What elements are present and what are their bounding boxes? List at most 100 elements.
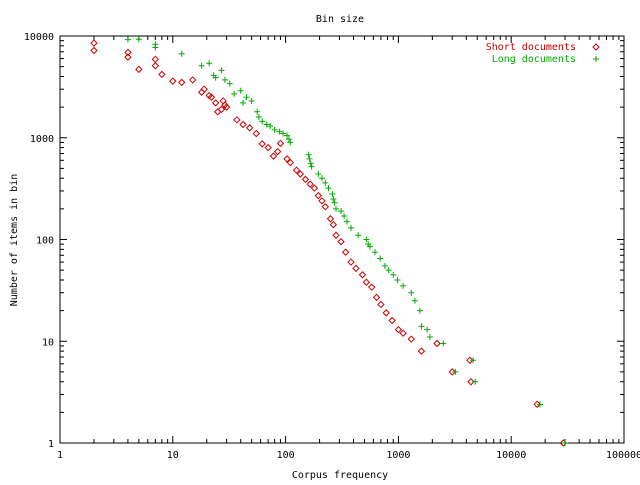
data-point	[276, 128, 283, 135]
data-point	[416, 307, 423, 314]
data-point	[388, 316, 396, 325]
data-point	[433, 339, 441, 348]
data-point	[318, 197, 326, 205]
data-point	[151, 62, 160, 70]
data-point	[239, 120, 247, 129]
data-point	[243, 94, 250, 101]
data-point	[151, 55, 160, 64]
points-layer	[90, 36, 569, 447]
data-point	[287, 139, 294, 146]
data-point	[343, 218, 350, 225]
y-tick-label: 100	[36, 236, 54, 247]
data-point	[308, 163, 315, 170]
data-point	[259, 118, 266, 125]
data-point	[325, 185, 332, 192]
x-tick-label: 10000	[496, 450, 526, 461]
legend-label: Long documents	[492, 54, 576, 65]
data-point	[399, 329, 407, 337]
data-point	[466, 356, 474, 364]
chart-title: Bin size	[316, 14, 364, 25]
data-point	[207, 93, 216, 101]
x-tick-label: 1	[57, 450, 63, 461]
data-point	[333, 205, 340, 212]
data-point	[240, 99, 247, 106]
data-point	[231, 90, 238, 97]
data-point	[124, 36, 131, 43]
data-point	[200, 85, 208, 93]
data-point	[411, 297, 418, 304]
data-point	[329, 191, 336, 198]
data-point	[407, 335, 415, 343]
data-point	[417, 347, 426, 355]
data-point	[254, 108, 261, 115]
data-point	[124, 53, 132, 61]
data-point	[377, 300, 385, 309]
data-point	[252, 129, 261, 138]
data-point	[348, 224, 354, 231]
data-point	[233, 116, 241, 124]
data-point	[337, 238, 345, 246]
data-point	[285, 136, 292, 143]
y-tick-label: 1	[48, 439, 54, 450]
data-point	[198, 62, 205, 69]
data-point	[305, 151, 312, 158]
data-point	[338, 208, 345, 215]
data-point	[331, 199, 338, 206]
x-tick-label: 100	[277, 450, 295, 461]
data-point	[267, 123, 274, 130]
data-point	[382, 309, 390, 317]
data-point	[283, 155, 291, 163]
data-point	[269, 152, 278, 160]
data-point	[371, 249, 378, 256]
data-point	[341, 213, 348, 220]
x-axis-label: Corpus frequency	[292, 470, 388, 480]
data-point	[352, 264, 360, 273]
series-short-documents	[90, 39, 568, 447]
data-point	[306, 180, 314, 188]
data-point	[366, 243, 373, 250]
data-point	[169, 77, 177, 85]
data-point	[271, 126, 278, 133]
data-point	[280, 130, 287, 137]
data-point	[418, 323, 425, 330]
data-point	[381, 262, 388, 269]
data-point	[178, 78, 186, 87]
data-point	[296, 170, 305, 178]
data-point	[330, 196, 337, 203]
data-point	[355, 232, 362, 239]
data-point	[315, 171, 322, 178]
x-tick-label: 100000	[606, 450, 640, 461]
y-tick-label: 10	[42, 337, 54, 348]
data-point	[273, 147, 282, 156]
x-tick-label: 1000	[386, 450, 410, 461]
data-point	[329, 220, 338, 229]
data-point	[90, 46, 98, 55]
data-point	[424, 326, 431, 333]
data-point	[286, 158, 294, 167]
data-point	[467, 378, 475, 386]
data-point	[452, 368, 459, 375]
data-point	[255, 113, 262, 120]
data-point	[222, 103, 231, 111]
data-point	[135, 36, 142, 43]
data-point	[332, 231, 340, 239]
data-point	[226, 80, 233, 87]
data-point	[472, 378, 479, 385]
data-point	[368, 283, 376, 291]
data-point	[124, 48, 132, 57]
data-point	[152, 44, 159, 51]
data-point	[307, 160, 314, 167]
data-point	[377, 255, 384, 262]
data-point	[321, 203, 330, 211]
data-point	[306, 155, 313, 162]
legend-marker	[593, 56, 599, 62]
x-tick-label: 10	[167, 450, 179, 461]
data-point	[347, 258, 355, 266]
data-point	[90, 39, 98, 47]
data-point	[310, 184, 319, 192]
data-point	[362, 278, 371, 286]
data-point	[318, 175, 325, 182]
data-point	[237, 87, 244, 94]
data-point	[326, 215, 335, 223]
